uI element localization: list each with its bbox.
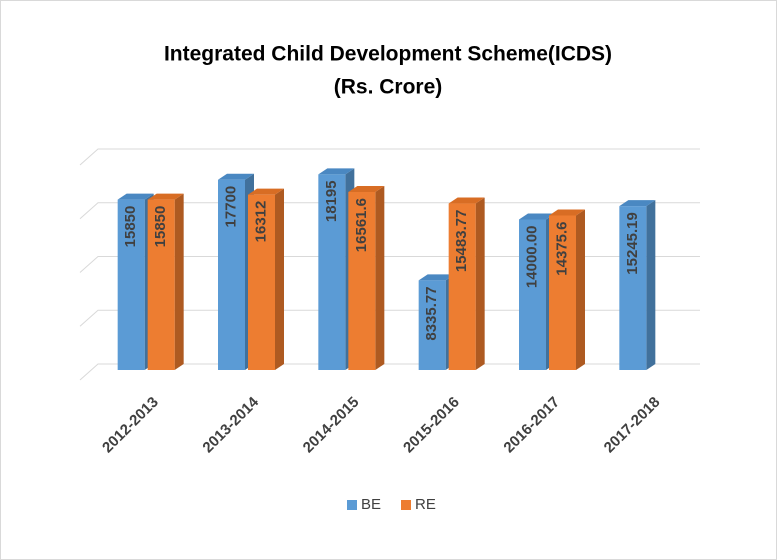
grid-line (79, 148, 700, 166)
legend-swatch (347, 500, 357, 510)
bar-top (147, 193, 184, 200)
grid-line (79, 363, 700, 381)
bar (218, 179, 245, 370)
bar (248, 194, 275, 370)
data-label: 15850 (152, 206, 169, 248)
data-label: 15245.19 (624, 212, 641, 275)
bar-side (275, 188, 284, 370)
grid-line (79, 309, 700, 327)
bar-top (519, 213, 555, 220)
grid-line (79, 256, 700, 273)
data-label: 15850 (122, 206, 139, 248)
chart-title: Integrated Child Development Scheme(ICDS… (164, 43, 612, 66)
legend-swatch (401, 500, 411, 510)
bar-top (218, 173, 254, 180)
data-label: 8335.77 (423, 286, 440, 340)
bar (448, 203, 476, 370)
bar-side (174, 193, 184, 370)
bar-top (348, 185, 385, 192)
bar-side (646, 200, 656, 370)
bar-side (475, 197, 485, 370)
bar (519, 219, 546, 370)
bar-top (619, 200, 656, 207)
bar (117, 199, 145, 370)
data-label: 14000.00 (523, 226, 540, 289)
bar-top (248, 188, 284, 195)
bar-top (117, 193, 154, 200)
bar (318, 174, 346, 370)
bar-top (549, 209, 585, 216)
data-label: 16561.6 (353, 198, 370, 252)
legend-label: RE (415, 496, 436, 513)
data-label: 14375.6 (553, 221, 570, 275)
bar (549, 215, 576, 370)
bar-top (318, 168, 355, 175)
bar (418, 280, 446, 370)
data-label: 18195 (323, 180, 340, 222)
bar (348, 191, 376, 370)
bar-top (448, 197, 485, 204)
bar (619, 206, 647, 370)
bar-side (375, 185, 385, 370)
bar-side (576, 209, 585, 370)
grid-line (79, 202, 700, 220)
data-label: 16312 (252, 201, 269, 243)
legend-label: BE (361, 496, 381, 513)
data-label: 17700 (222, 186, 239, 228)
chart-subtitle: (Rs. Crore) (334, 76, 443, 99)
bar-top (418, 274, 455, 281)
data-label: 15483.77 (453, 210, 470, 273)
bar (147, 199, 175, 370)
